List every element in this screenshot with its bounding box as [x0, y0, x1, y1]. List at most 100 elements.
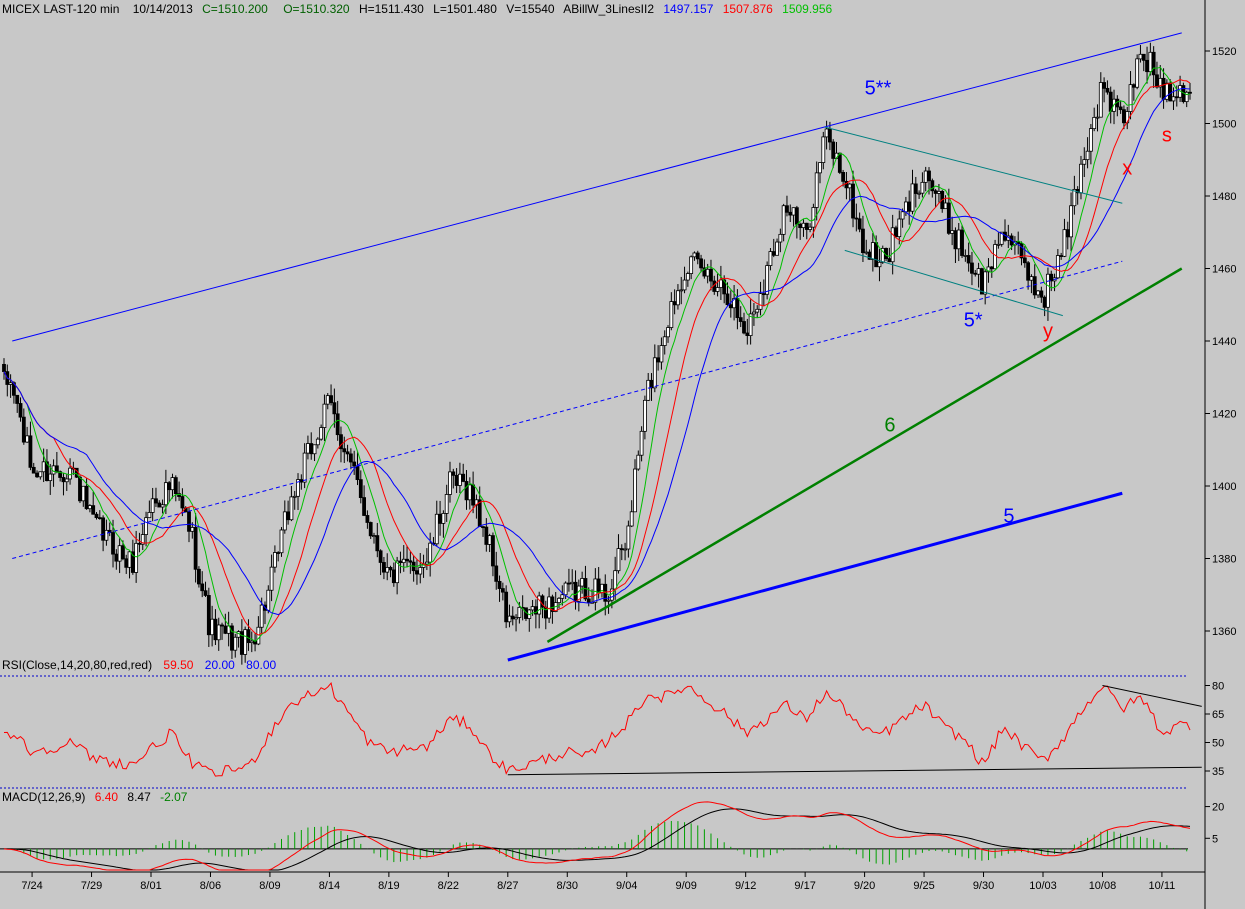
candle-body — [292, 495, 297, 498]
candle-body — [643, 399, 647, 432]
candle-body — [659, 345, 664, 363]
candle-body — [639, 430, 644, 456]
candle-body — [398, 560, 403, 564]
candle-body — [1188, 91, 1192, 94]
candle-body — [296, 479, 300, 497]
candle-body — [775, 241, 779, 256]
candle-body — [596, 578, 601, 593]
candle-body — [210, 618, 215, 636]
candle-body — [1065, 229, 1070, 238]
candle-body — [791, 207, 796, 216]
candle-body — [375, 535, 380, 552]
candle-body — [510, 615, 515, 620]
x-tick-label: 9/12 — [735, 880, 756, 892]
candle-body — [530, 606, 535, 611]
candle-body — [339, 434, 343, 450]
candle-body — [266, 589, 271, 611]
main-header: MICEX LAST-120 min 10/14/2013 C=1510.200… — [2, 2, 833, 16]
candle-body — [662, 336, 667, 346]
candle-body — [140, 534, 145, 545]
candle-body — [514, 617, 518, 620]
rsi-trendline — [507, 766, 1202, 776]
candle-body — [692, 252, 697, 258]
candle-body — [570, 581, 575, 585]
candle-body — [1069, 205, 1073, 238]
candle-body — [454, 474, 459, 486]
candle-body — [841, 172, 846, 182]
candle-body — [12, 382, 16, 396]
candle-body — [930, 180, 935, 192]
candle-body — [517, 606, 522, 618]
candle-body — [306, 443, 310, 454]
moving-average-blue — [3, 87, 1191, 616]
candle-body — [160, 504, 165, 508]
candle-body — [1026, 262, 1031, 281]
candle-body — [963, 255, 968, 257]
candle-body — [507, 615, 512, 623]
candle-body — [943, 202, 948, 210]
price-tick-label: 1380 — [1212, 554, 1236, 566]
candle-body — [560, 594, 565, 599]
candle-body — [742, 321, 746, 334]
candle-body — [504, 591, 509, 623]
candle-body — [289, 496, 294, 521]
candle-body — [920, 181, 925, 194]
candle-body — [870, 242, 875, 260]
trendline-5 — [507, 491, 1123, 662]
candle-body — [203, 590, 208, 596]
candle-body — [626, 525, 631, 550]
candle-body — [487, 535, 492, 545]
x-tick-label: 9/20 — [854, 880, 875, 892]
rsi-line — [3, 682, 1191, 777]
candle-body — [979, 268, 984, 295]
candle-body — [84, 485, 89, 510]
candle-body — [771, 251, 776, 256]
candle-body — [695, 252, 700, 260]
candle-body — [986, 266, 991, 273]
candle-body — [811, 207, 816, 228]
candle-body — [567, 582, 571, 585]
candle-body — [887, 258, 892, 263]
candle-body — [573, 581, 578, 602]
rsi-tick-label: 65 — [1212, 709, 1224, 721]
candle-body — [709, 268, 713, 282]
candle-body — [606, 599, 611, 602]
candle-body — [1122, 109, 1126, 124]
candle-body — [738, 317, 743, 322]
candle-body — [58, 471, 63, 478]
x-tick-label: 8/01 — [140, 880, 161, 892]
candle-body — [41, 461, 46, 473]
candle-body — [1019, 243, 1024, 259]
candle-body — [1098, 82, 1103, 118]
candle-body — [913, 183, 918, 194]
candle-body — [1079, 163, 1083, 194]
price-tick-label: 1520 — [1212, 46, 1236, 58]
candle-body — [81, 485, 86, 502]
candle-body — [395, 560, 400, 584]
candle-body — [35, 472, 39, 478]
volume-label: V=15540 — [506, 2, 555, 16]
candle-body — [1145, 59, 1149, 73]
candle-body — [461, 473, 466, 482]
candle-body — [970, 262, 974, 274]
candle-body — [861, 228, 865, 254]
candle-body — [801, 222, 806, 229]
candle-body — [358, 479, 363, 498]
price-tick-label: 1400 — [1212, 481, 1236, 493]
candle-body — [48, 473, 53, 482]
candle-body — [1155, 74, 1159, 88]
candle-body — [847, 183, 852, 189]
candle-body — [1022, 257, 1027, 264]
candle-body — [388, 567, 393, 571]
signal-value: 8.47 — [127, 790, 151, 804]
trendline-5* — [12, 260, 1123, 559]
candle-body — [953, 230, 958, 250]
x-tick-label: 8/27 — [497, 880, 518, 892]
candle-body — [325, 395, 330, 405]
rsi-title: RSI(Close,14,20,80,red,red) — [2, 658, 152, 672]
candle-body — [243, 629, 248, 655]
candle-body — [464, 481, 469, 501]
candle-body — [993, 244, 997, 270]
candle-body — [1036, 290, 1040, 296]
